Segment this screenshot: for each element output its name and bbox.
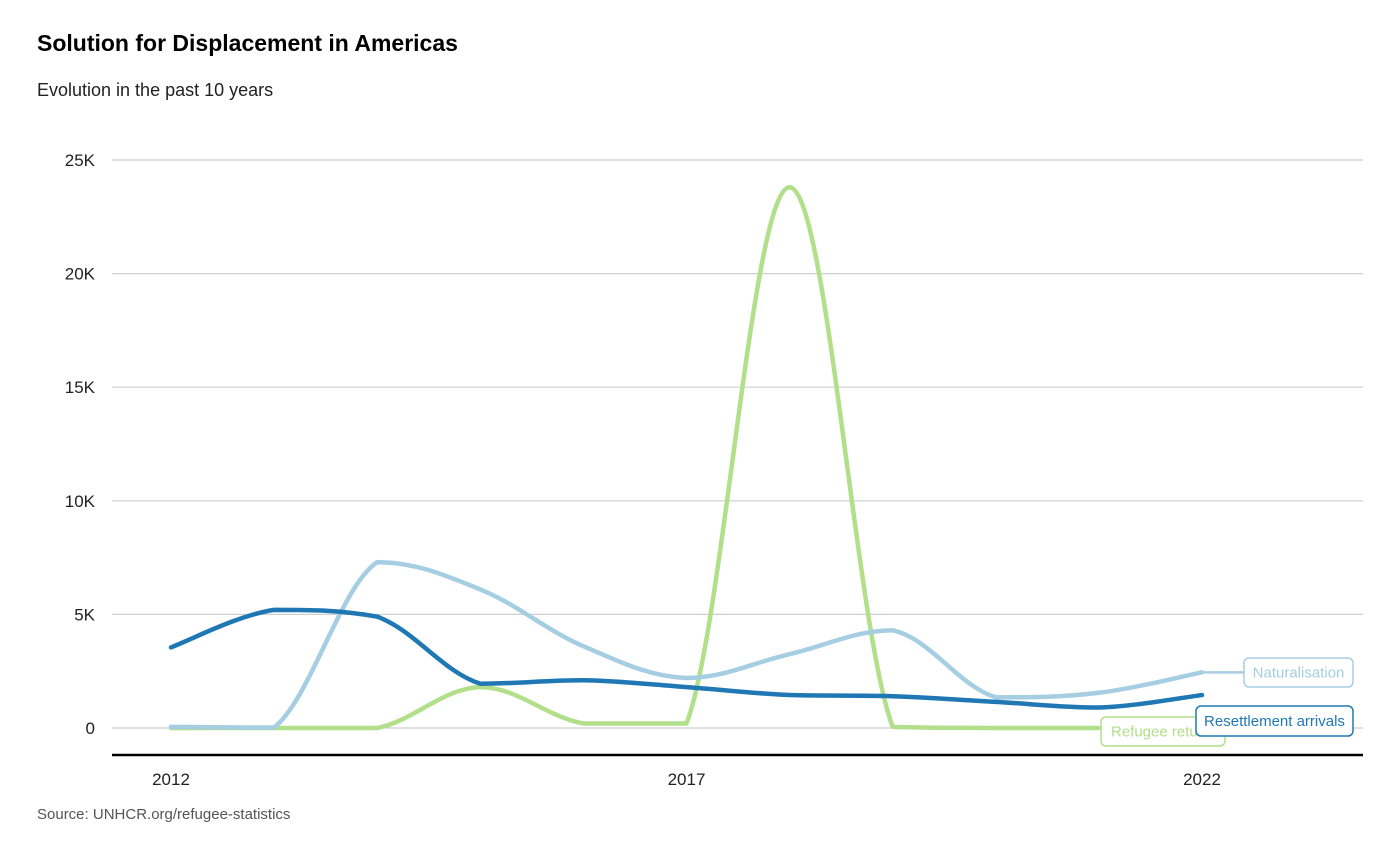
y-tick-label: 20K <box>65 265 96 284</box>
y-tick-label: 5K <box>74 605 95 624</box>
chart-title: Solution for Displacement in Americas <box>37 30 458 56</box>
x-axis-ticks: 2012 2017 2022 <box>152 770 1221 789</box>
label-box <box>1195 705 1354 737</box>
y-tick-label: 10K <box>65 492 96 511</box>
y-axis-ticks: 0 5K 10K 15K 20K 25K <box>65 151 96 738</box>
y-tick-label: 25K <box>65 151 96 170</box>
series-label-naturalisation: Naturalisation <box>1202 657 1354 688</box>
series-labels: Naturalisation Refugee retu Resettlement a… <box>1100 657 1354 747</box>
source-note: Source: UNHCR.org/refugee-statistics <box>37 806 291 823</box>
label-text: Refugee retu <box>1111 724 1198 741</box>
label-text: Resettlement arrivals <box>1204 713 1345 730</box>
series-label-resettlement-arrivals: Resettlement arrivals <box>1195 705 1354 737</box>
series-lines <box>168 185 1205 731</box>
series-line-refugee-returns <box>168 185 1102 731</box>
x-tick-label: 2012 <box>152 770 190 789</box>
series-line-resettlement-arrivals <box>168 607 1205 710</box>
label-text: Naturalisation <box>1253 665 1345 682</box>
chart-subtitle: Evolution in the past 10 years <box>37 80 274 100</box>
x-tick-label: 2022 <box>1183 770 1221 789</box>
series-label-refugee-returns: Refugee retu <box>1100 716 1226 747</box>
label-box <box>1243 657 1354 688</box>
y-tick-label: 0 <box>86 719 95 738</box>
y-tick-label: 15K <box>65 378 96 397</box>
grid-lines <box>112 159 1363 729</box>
series-line-naturalisation <box>168 559 1205 730</box>
x-tick-label: 2017 <box>668 770 706 789</box>
